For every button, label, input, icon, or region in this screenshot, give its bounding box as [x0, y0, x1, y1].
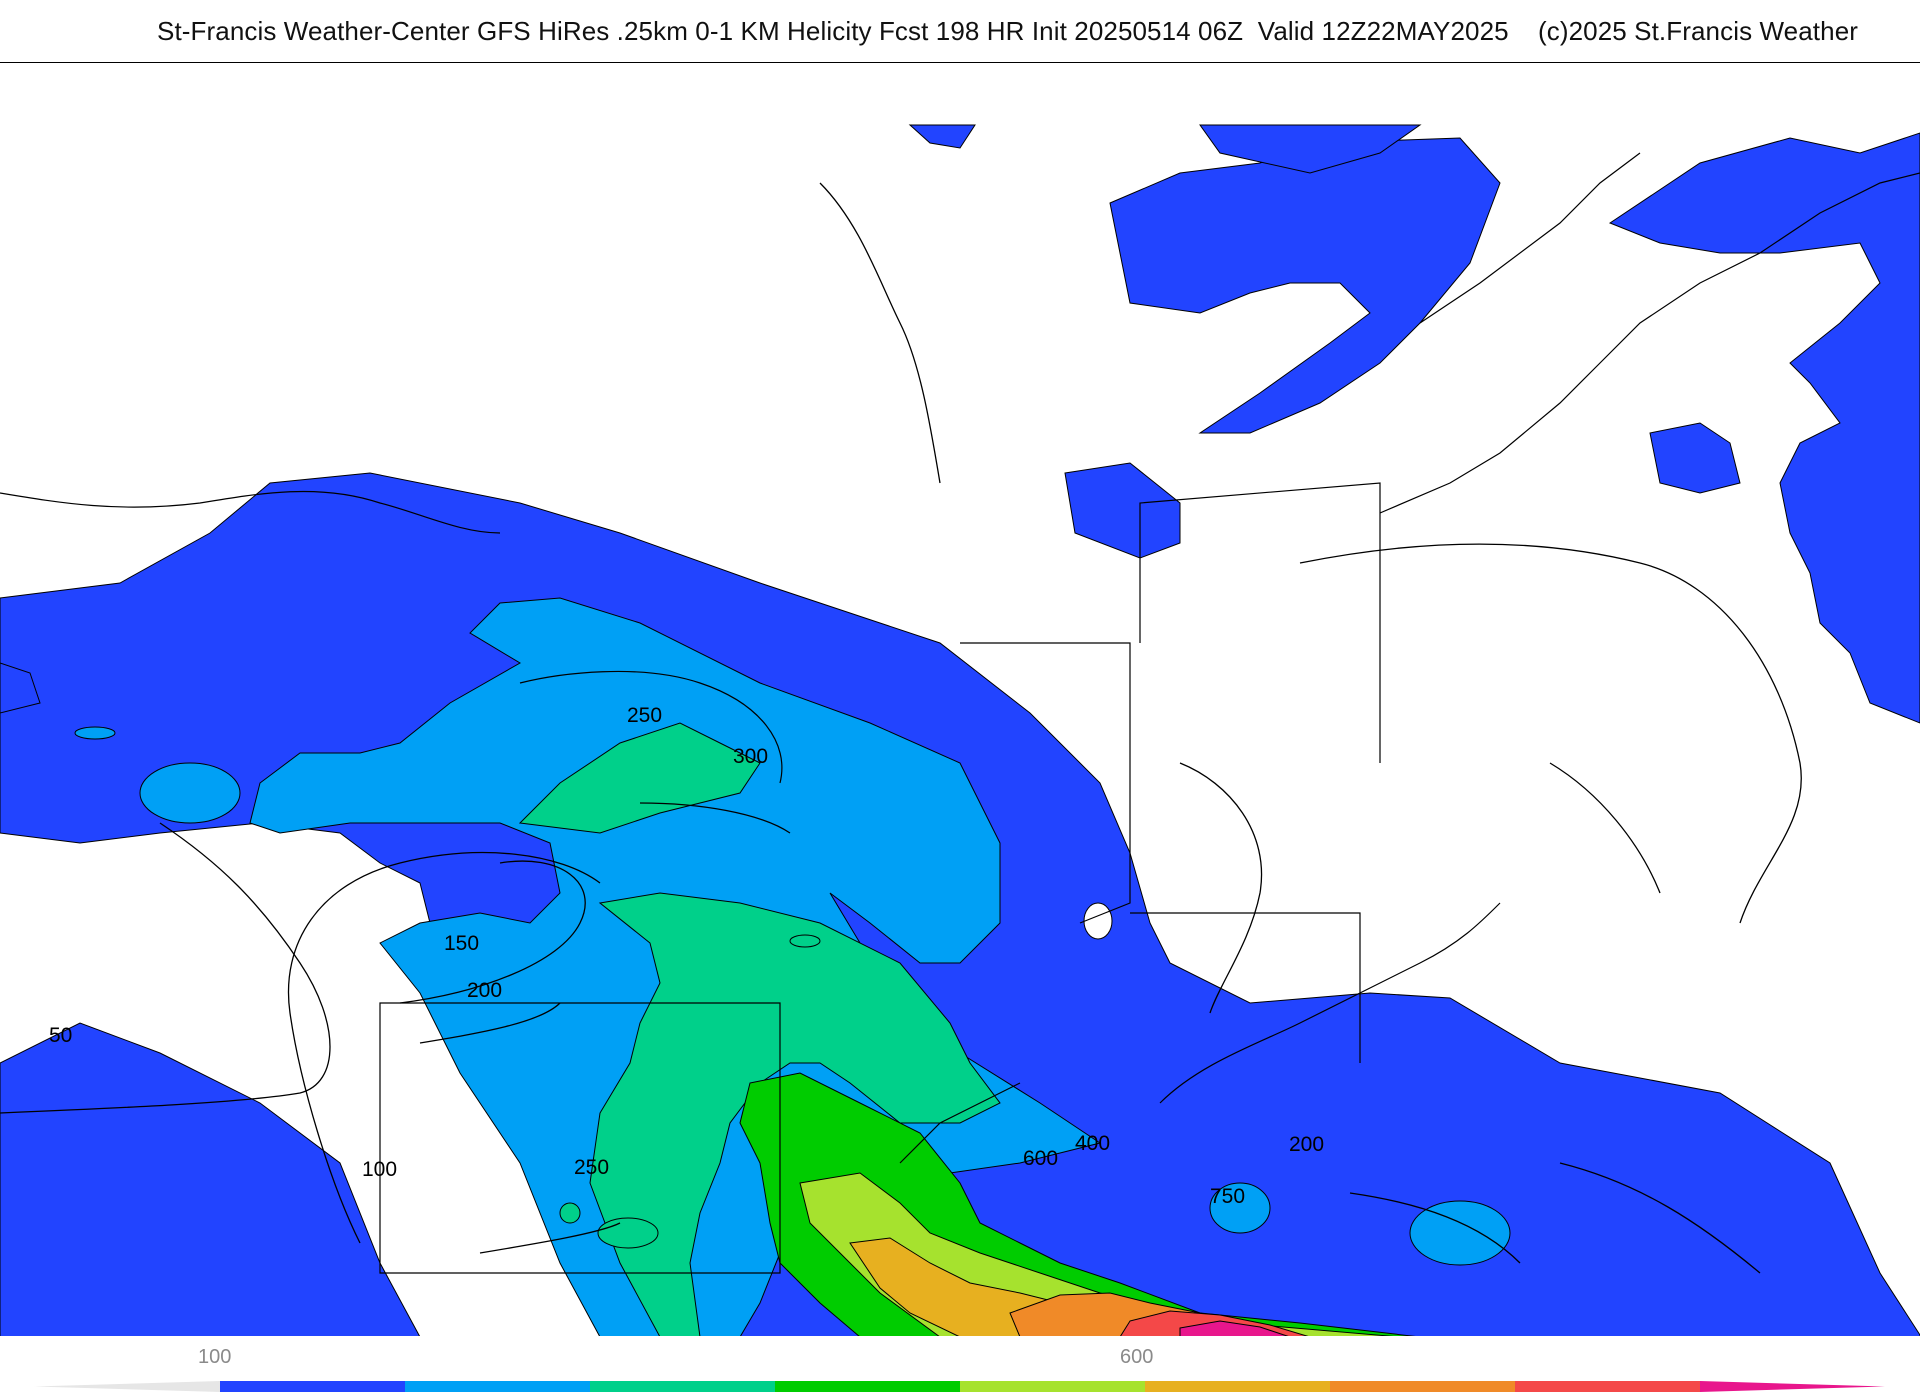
- contour-200w: [419, 1002, 561, 1044]
- contour-label-50: 50: [49, 1024, 72, 1047]
- shade-blue-ne: [1608, 132, 1920, 724]
- contour-ne2: [1299, 543, 1802, 924]
- contour-mid1: [1179, 762, 1263, 1014]
- shade-green-1: [518, 722, 761, 834]
- contour-label-200-e: 200: [1289, 1133, 1324, 1156]
- colorbar-tick-600: 600: [1120, 1346, 1154, 1368]
- contour-label-750: 750: [1210, 1185, 1245, 1208]
- shade-lightblue-2: [139, 762, 241, 824]
- colorbar-over-triangle: [1700, 1381, 1885, 1392]
- colorbar-segment: [1145, 1381, 1330, 1392]
- contour-label-150: 150: [444, 932, 479, 955]
- contour-label-250: 250: [627, 704, 662, 727]
- helicity-shade-900: [1179, 1320, 1291, 1337]
- coast-greatlakes: [0, 490, 501, 534]
- contour-ne3: [1549, 762, 1661, 894]
- map-title: St-Francis Weather-Center GFS HiRes .25k…: [157, 16, 1859, 46]
- contour-250w: [479, 1222, 621, 1254]
- title-bar: St-Francis Weather-Center GFS HiRes .25k…: [0, 0, 1920, 62]
- contour-50: [0, 822, 331, 1114]
- hole-2: [1083, 902, 1113, 940]
- shade-blue-ontario: [1109, 137, 1501, 434]
- shade-lightblue-3: [1209, 1182, 1271, 1234]
- shade-lightblue-5: [74, 726, 116, 740]
- contour-label-300: 300: [733, 745, 768, 768]
- shade-magenta: [1179, 1320, 1291, 1337]
- state-line-3: [1130, 912, 1361, 1063]
- contour-label-250-s: 250: [574, 1156, 609, 1179]
- colorbar-segment: [960, 1381, 1145, 1392]
- contour-label-200: 200: [467, 979, 502, 1002]
- shade-green-4: [559, 1202, 581, 1224]
- shade-blue-n1: [1199, 124, 1422, 174]
- state-line-2: [1139, 482, 1381, 763]
- contour-2: [1559, 1162, 1761, 1274]
- contour-label-100: 100: [362, 1158, 397, 1181]
- coast-se: [899, 1082, 1021, 1164]
- contour-1: [1349, 1192, 1521, 1264]
- shade-blue-n2: [908, 124, 976, 149]
- coast-east: [1159, 902, 1501, 1104]
- shade-lightblue-4: [1409, 1200, 1511, 1266]
- shade-blue-lr: [0, 662, 41, 714]
- colorbar-segment: [220, 1381, 405, 1392]
- colorbar-segment: [1330, 1381, 1515, 1392]
- shade-green-5: [789, 934, 821, 948]
- shade-blue-n4: [1649, 422, 1741, 494]
- shade-green-3: [597, 1217, 659, 1249]
- colorbar-segment: [775, 1381, 960, 1392]
- state-line-1: [960, 642, 1131, 924]
- colorbar-tick-100: 100: [198, 1346, 232, 1368]
- contour-150: [399, 860, 586, 1004]
- map-canvas: 250 300 150 200 50 100 250 400 600 200 7…: [0, 124, 1920, 1337]
- helicity-shade-250: [518, 722, 1001, 1337]
- colorbar-strip: [34, 1381, 1885, 1392]
- river-1: [1419, 152, 1641, 324]
- helicity-contours: [0, 182, 1802, 1274]
- contour-label-600: 600: [1023, 1147, 1058, 1170]
- helicity-map[interactable]: 250 300 150 200 50 100 250 400 600 200 7…: [0, 62, 1920, 1338]
- shade-blue-n3: [1064, 462, 1181, 559]
- colorbar-segment: [590, 1381, 775, 1392]
- contour-100: [287, 851, 601, 1244]
- colorbar: 100 600: [0, 1336, 1920, 1400]
- colorbar-segment: [1515, 1381, 1700, 1392]
- contour-label-400: 400: [1075, 1132, 1110, 1155]
- contour-ne1: [819, 182, 941, 484]
- colorbar-segment: [405, 1381, 590, 1392]
- colorbar-under-triangle: [34, 1381, 220, 1392]
- state-line-4: [379, 1002, 781, 1274]
- contour-300: [639, 802, 791, 834]
- contour-labels: 250 300 150 200 50 100 250 400 600 200 7…: [49, 704, 1324, 1208]
- coast-ne: [1379, 172, 1920, 514]
- coast-lake2: [519, 670, 783, 784]
- geography-lines: [0, 152, 1920, 1274]
